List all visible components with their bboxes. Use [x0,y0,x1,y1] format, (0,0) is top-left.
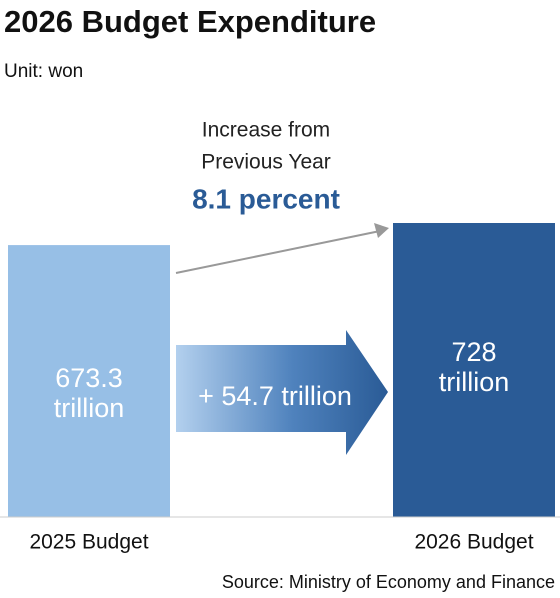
bar [393,223,555,517]
change-label: + 54.7 trillion [198,381,352,411]
chart-title: 2026 Budget Expenditure [4,4,376,39]
value-label: 728 trillion [439,337,510,397]
x-tick-label: 2025 Budget [29,531,148,554]
source: Source: Ministry of Economy and Finance [222,572,555,592]
x-tick-label: 2026 Budget [414,531,533,554]
trend-line [175,230,381,274]
trend-arrowhead [374,223,389,238]
change-arrow [176,330,388,455]
annotation: Previous Year [201,151,331,174]
bar [8,245,170,517]
value-label: 673.3 trillion [54,363,125,423]
percent-label: 8.1 percent [192,183,340,214]
annotation: Increase from [202,119,330,142]
subtitle: Unit: won [4,61,83,82]
